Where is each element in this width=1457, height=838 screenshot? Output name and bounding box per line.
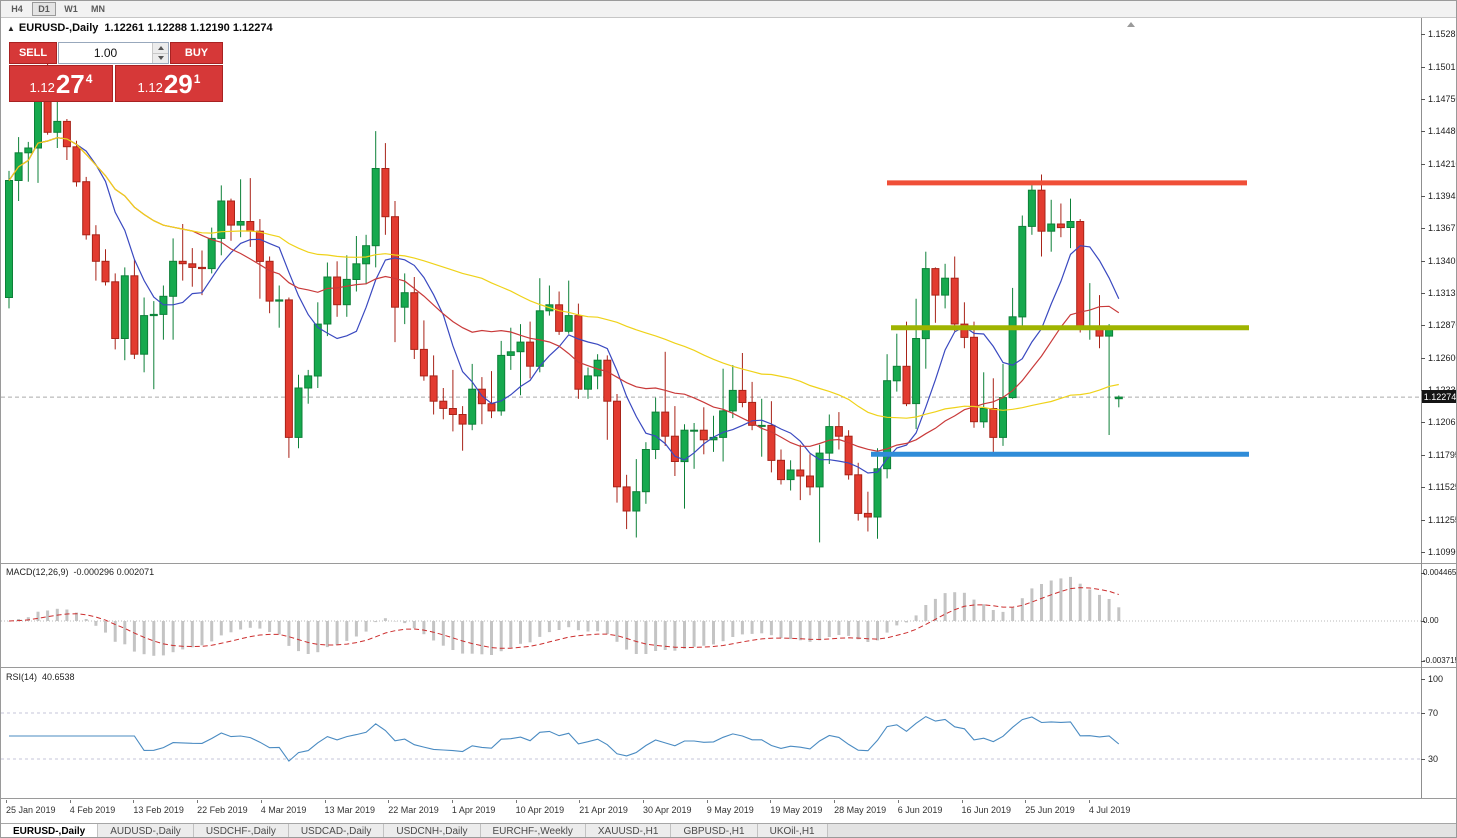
current-price-badge: 1.12274 xyxy=(1422,390,1457,404)
symbol-tab[interactable]: EURCHF-,Weekly xyxy=(480,824,586,837)
symbol-tab[interactable]: GBPUSD-,H1 xyxy=(671,824,758,837)
price-scale[interactable] xyxy=(1422,18,1456,798)
symbol-tab[interactable]: AUDUSD-,Daily xyxy=(98,824,194,837)
symbol-tab[interactable]: XAUUSD-,H1 xyxy=(585,824,672,837)
arrow-up-icon xyxy=(157,45,164,50)
macd-panel-divider[interactable] xyxy=(1,563,1456,564)
arrow-down-icon xyxy=(157,56,164,61)
buy-price-pips: 29 xyxy=(163,69,193,99)
symbol-tab[interactable]: USDCAD-,Daily xyxy=(288,824,385,837)
macd-values: -0.000296 0.002071 xyxy=(73,567,155,577)
macd-indicator-label: MACD(12,26,9) -0.000296 0.002071 xyxy=(6,567,154,577)
volume-increase-button[interactable] xyxy=(153,43,168,54)
buy-price-pipette: 1 xyxy=(193,72,201,86)
symbol-tab[interactable]: USDCNH-,Daily xyxy=(384,824,481,837)
rsi-panel-divider[interactable] xyxy=(1,667,1456,668)
time-scale[interactable] xyxy=(1,799,1456,822)
buy-price-box[interactable]: 1.12 29 1 xyxy=(115,65,223,102)
symbol-period-label: EURUSD-,Daily xyxy=(18,22,99,34)
sell-price-bigfigure: 1.12 xyxy=(29,80,55,95)
rsi-name: RSI(14) xyxy=(6,672,38,682)
buy-button[interactable]: BUY xyxy=(170,42,223,64)
tf-button-w1[interactable]: W1 xyxy=(59,2,83,16)
symbol-tab[interactable]: USDCHF-,Daily xyxy=(193,824,289,837)
macd-indicator-chart[interactable] xyxy=(1,565,1421,667)
tf-button-mn[interactable]: MN xyxy=(86,2,110,16)
one-click-collapse-icon[interactable]: ▲ xyxy=(7,24,15,33)
time-axis-divider xyxy=(1,798,1456,799)
rsi-values: 40.6538 xyxy=(42,672,75,682)
symbol-tab[interactable]: UKOil-,H1 xyxy=(757,824,828,837)
tf-button-d1[interactable]: D1 xyxy=(32,2,56,16)
symbol-tab[interactable]: EURUSD-,Daily xyxy=(1,824,99,837)
volume-stepper[interactable] xyxy=(58,42,169,64)
sell-price-box[interactable]: 1.12 27 4 xyxy=(9,65,113,102)
rsi-indicator-chart[interactable] xyxy=(1,669,1421,798)
volume-input[interactable] xyxy=(59,43,152,63)
sell-button[interactable]: SELL xyxy=(9,42,57,64)
chart-tab-bar: EURUSD-,Daily AUDUSD-,Daily USDCHF-,Daily U… xyxy=(1,823,1456,837)
candlestick-chart[interactable] xyxy=(1,18,1421,563)
chart-shift-marker-icon[interactable] xyxy=(1127,22,1135,27)
price-axis-separator xyxy=(1421,18,1422,798)
tf-button-h4[interactable]: H4 xyxy=(5,2,29,16)
buy-price-bigfigure: 1.12 xyxy=(137,80,163,95)
timeframe-toolbar: H4 D1 W1 MN xyxy=(1,1,1456,18)
volume-decrease-button[interactable] xyxy=(153,53,168,63)
macd-name: MACD(12,26,9) xyxy=(6,567,69,577)
rsi-indicator-label: RSI(14) 40.6538 xyxy=(6,672,75,682)
volume-spinner xyxy=(152,43,168,63)
ohlc-values: 1.12261 1.12288 1.12190 1.12274 xyxy=(104,22,273,34)
sell-price-pipette: 4 xyxy=(85,72,93,86)
sell-price-pips: 27 xyxy=(55,69,85,99)
chart-ohlc-header: ▲ EURUSD-,Daily 1.12261 1.12288 1.12190 1.… xyxy=(7,22,273,34)
